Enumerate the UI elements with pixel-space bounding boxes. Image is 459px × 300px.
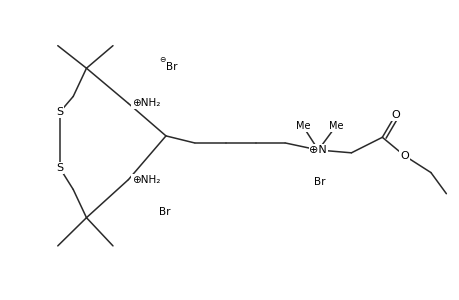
Text: ⊕NH₂: ⊕NH₂ — [132, 175, 160, 184]
Text: S: S — [56, 163, 63, 173]
Text: Br: Br — [313, 177, 325, 188]
Text: ⊕N: ⊕N — [309, 145, 326, 155]
Text: Me: Me — [295, 121, 309, 131]
Text: ⊖: ⊖ — [159, 55, 165, 64]
Text: Me: Me — [328, 121, 342, 131]
Text: Br: Br — [159, 207, 170, 217]
Text: Br: Br — [166, 62, 177, 72]
Text: O: O — [390, 110, 399, 120]
Text: ⊕NH₂: ⊕NH₂ — [132, 98, 160, 109]
Text: O: O — [399, 151, 408, 160]
Text: S: S — [56, 107, 63, 117]
